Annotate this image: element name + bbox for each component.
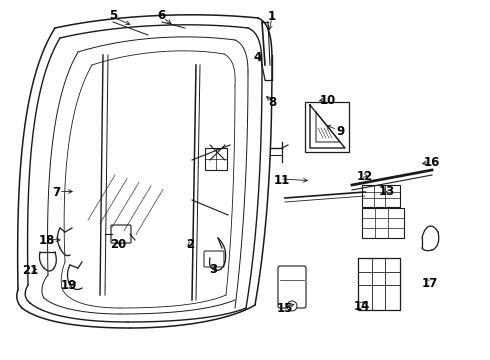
Text: 15: 15: [277, 302, 294, 315]
Circle shape: [287, 301, 297, 311]
Text: 18: 18: [38, 234, 55, 247]
Text: 17: 17: [422, 277, 439, 290]
Text: 10: 10: [319, 94, 336, 107]
Text: 3: 3: [209, 263, 217, 276]
FancyBboxPatch shape: [205, 148, 227, 170]
Text: 7: 7: [52, 186, 60, 199]
Text: 8: 8: [268, 96, 276, 109]
Text: 1: 1: [268, 10, 276, 23]
Text: 12: 12: [357, 170, 373, 183]
FancyBboxPatch shape: [358, 258, 400, 310]
FancyBboxPatch shape: [278, 266, 306, 308]
Text: 20: 20: [110, 238, 127, 251]
Text: 2: 2: [186, 238, 194, 251]
Text: 11: 11: [273, 174, 290, 186]
FancyBboxPatch shape: [362, 208, 404, 238]
Text: 16: 16: [424, 156, 441, 169]
Text: 4: 4: [253, 51, 261, 64]
Text: 6: 6: [158, 9, 166, 22]
Text: 9: 9: [337, 125, 344, 138]
Text: 5: 5: [109, 9, 117, 22]
Text: 14: 14: [353, 300, 370, 313]
FancyBboxPatch shape: [111, 225, 131, 243]
FancyBboxPatch shape: [362, 185, 400, 207]
Text: 19: 19: [60, 279, 77, 292]
FancyBboxPatch shape: [204, 251, 224, 267]
Text: 21: 21: [22, 264, 39, 277]
Text: 13: 13: [379, 185, 395, 198]
